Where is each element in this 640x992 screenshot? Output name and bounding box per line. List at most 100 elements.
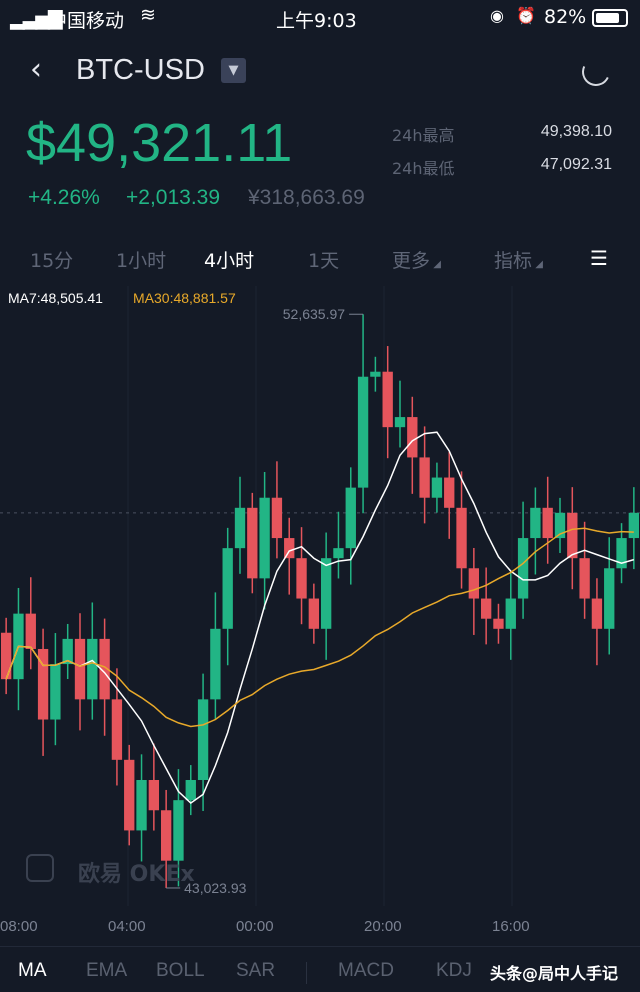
candle-body [234,507,246,549]
candle-body [173,800,184,861]
candle-body [493,618,504,629]
low-label: 24h最低 [392,159,455,178]
change-amount: +2,013.39 [126,186,221,209]
candle-body [197,699,209,780]
rotation-lock-icon: ◉ [490,6,504,25]
candle-body [185,779,196,801]
wifi-icon: ≋ [140,4,156,26]
overlay-credit: 头条@局中人手记 [490,964,619,983]
tab-sar[interactable]: SAR [236,960,276,981]
candle-body [628,512,640,539]
x-tick: 08:00 [0,918,38,935]
x-tick: 00:00 [236,918,274,935]
candle-body [333,548,344,559]
candle-body [357,376,369,488]
tab-4h[interactable]: 4小时 [204,250,255,272]
cny-price: ¥318,663.69 [248,186,365,209]
alarm-icon: ⏰ [516,6,536,25]
candle-body [591,598,603,629]
x-tick: 20:00 [364,918,402,935]
candle-body [567,512,578,559]
candle-body [456,507,467,569]
candle-body [554,512,566,539]
candle-body [394,417,406,428]
watermark: 欧易 OKEx [78,862,195,887]
candle-body [382,371,393,428]
candle-body [444,477,455,508]
candle-body [320,558,332,629]
candle-body [296,558,307,599]
chart-settings-icon[interactable]: ☰ [590,246,608,270]
signal-icon: ▂▃▅▇ [10,8,62,30]
candle-body [530,507,541,539]
candle-body [62,638,73,665]
caret-icon: ◢ [532,259,543,270]
back-button[interactable]: ‹ [30,52,42,87]
divider [0,946,640,947]
divider [306,962,307,984]
candle-body [148,779,160,811]
change-percent: +4.26% [28,186,100,209]
candle-body [419,457,430,498]
candle-body [0,632,12,680]
tab-indicators-label: 指标 [494,250,533,272]
tab-kdj[interactable]: KDJ [436,960,472,981]
candle-body [407,417,418,458]
candle-body [271,497,283,539]
candle-body [505,598,516,629]
x-tick: 04:00 [108,918,146,935]
candle-body [517,538,529,599]
candlestick-chart[interactable]: 52,635.97 43,023.93 [0,286,640,906]
fullscreen-icon[interactable] [26,854,54,882]
refresh-icon[interactable] [578,54,614,90]
candle-body [308,598,320,629]
candle-body [99,638,110,700]
candle-body [345,487,356,549]
battery-icon [592,9,628,27]
high-label: 24h最高 [392,126,455,145]
candle-body [111,699,123,760]
candle-body [579,558,590,599]
ma7-line [5,431,635,805]
caret-icon: ◢ [430,259,441,270]
candle-body [247,507,258,579]
tab-1h[interactable]: 1小时 [116,250,167,272]
candle-body [222,548,233,629]
candle-body [259,497,270,579]
candle-body [431,477,443,498]
tab-more[interactable]: 更多 ◢ [392,246,441,273]
tab-15m[interactable]: 15分 [30,250,74,272]
tab-indicators[interactable]: 指标 ◢ [494,246,543,273]
x-tick: 16:00 [492,918,530,935]
candle-body [370,371,381,377]
battery-percent: 82% [544,6,587,28]
clock: 上午9:03 [276,10,357,32]
ma7-legend: MA7:48,505.41 [8,290,103,306]
status-bar: ▂▃▅▇ 中国移动 ≋ 上午9:03 ◉ ⏰ 82% [0,0,640,36]
tab-ema[interactable]: EMA [86,960,128,981]
candle-body [542,507,553,539]
ma30-line [5,527,634,728]
max-price-label: 52,635.97 [283,306,345,322]
candle-body [124,759,135,831]
candle-body [74,638,86,700]
low-value: 47,092.31 [540,156,612,173]
last-price: $49,321.11 [26,113,293,173]
high-value: 49,398.10 [540,123,612,140]
candle-body [480,598,492,619]
tab-macd[interactable]: MACD [338,960,394,981]
tab-boll[interactable]: BOLL [156,960,205,981]
tab-1d[interactable]: 1天 [308,250,340,272]
candle-body [210,628,221,700]
candle-body [136,779,147,831]
pair-dropdown-icon[interactable]: ▼ [221,58,246,83]
candle-body [468,568,480,599]
tab-ma[interactable]: MA [18,960,47,981]
candle-body [284,538,295,559]
candle-body [604,568,615,629]
min-price-label: 43,023.93 [184,880,246,896]
pair-title[interactable]: BTC-USD [76,54,205,86]
tab-more-label: 更多 [392,250,431,272]
candle-body [37,648,49,720]
candle-body [50,664,61,720]
